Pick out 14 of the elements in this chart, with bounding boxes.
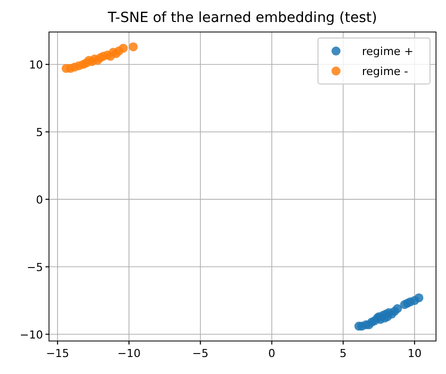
- legend-label: regime +: [362, 45, 414, 58]
- y-tick-label: −10: [20, 328, 43, 342]
- x-tick-label: 5: [340, 347, 347, 360]
- x-tick-label: −10: [117, 347, 141, 360]
- y-tick-label: 5: [36, 126, 43, 139]
- x-tick-label: 10: [408, 347, 422, 360]
- legend-label: regime -: [362, 65, 408, 78]
- x-tick-label: −5: [192, 347, 208, 360]
- chart-title: T-SNE of the learned embedding (test): [106, 10, 378, 26]
- x-tick-label: −15: [46, 347, 70, 360]
- y-tick-label: −5: [26, 260, 43, 274]
- y-tick-label: 0: [36, 193, 43, 206]
- y-tick-label: 10: [29, 58, 43, 72]
- x-tick-label: 0: [268, 347, 276, 360]
